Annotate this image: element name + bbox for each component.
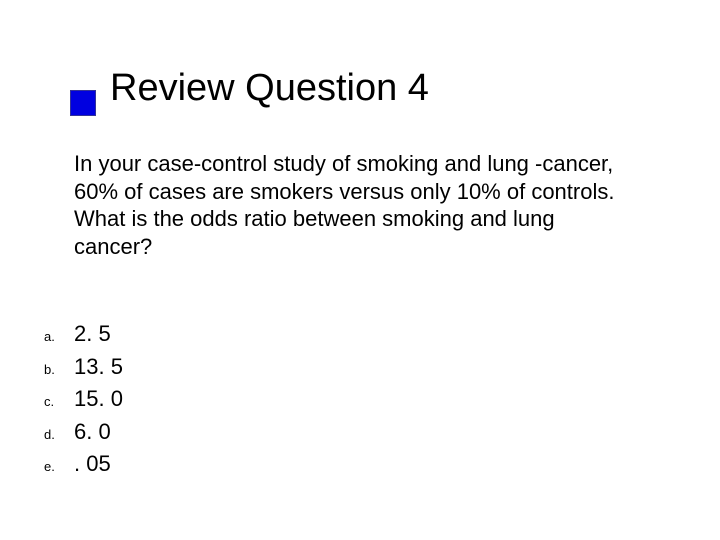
option-label: b. [44,358,74,377]
option-b: b. 13. 5 [44,353,123,382]
option-text: 2. 5 [74,320,111,349]
title-bullet-square-icon [70,90,96,116]
option-text: 15. 0 [74,385,123,414]
option-label: e. [44,455,74,474]
option-text: 6. 0 [74,418,111,447]
option-text: 13. 5 [74,353,123,382]
options-list: a. 2. 5 b. 13. 5 c. 15. 0 d. 6. 0 e. . 0… [44,320,123,483]
title-row: Review Question 4 [70,62,429,116]
slide-title: Review Question 4 [110,68,429,110]
question-text: In your case-control study of smoking an… [74,150,634,260]
option-c: c. 15. 0 [44,385,123,414]
option-label: a. [44,325,74,344]
option-label: d. [44,423,74,442]
option-text: . 05 [74,450,111,479]
option-label: c. [44,390,74,409]
option-a: a. 2. 5 [44,320,123,349]
slide: Review Question 4 In your case-control s… [0,0,720,540]
option-d: d. 6. 0 [44,418,123,447]
option-e: e. . 05 [44,450,123,479]
